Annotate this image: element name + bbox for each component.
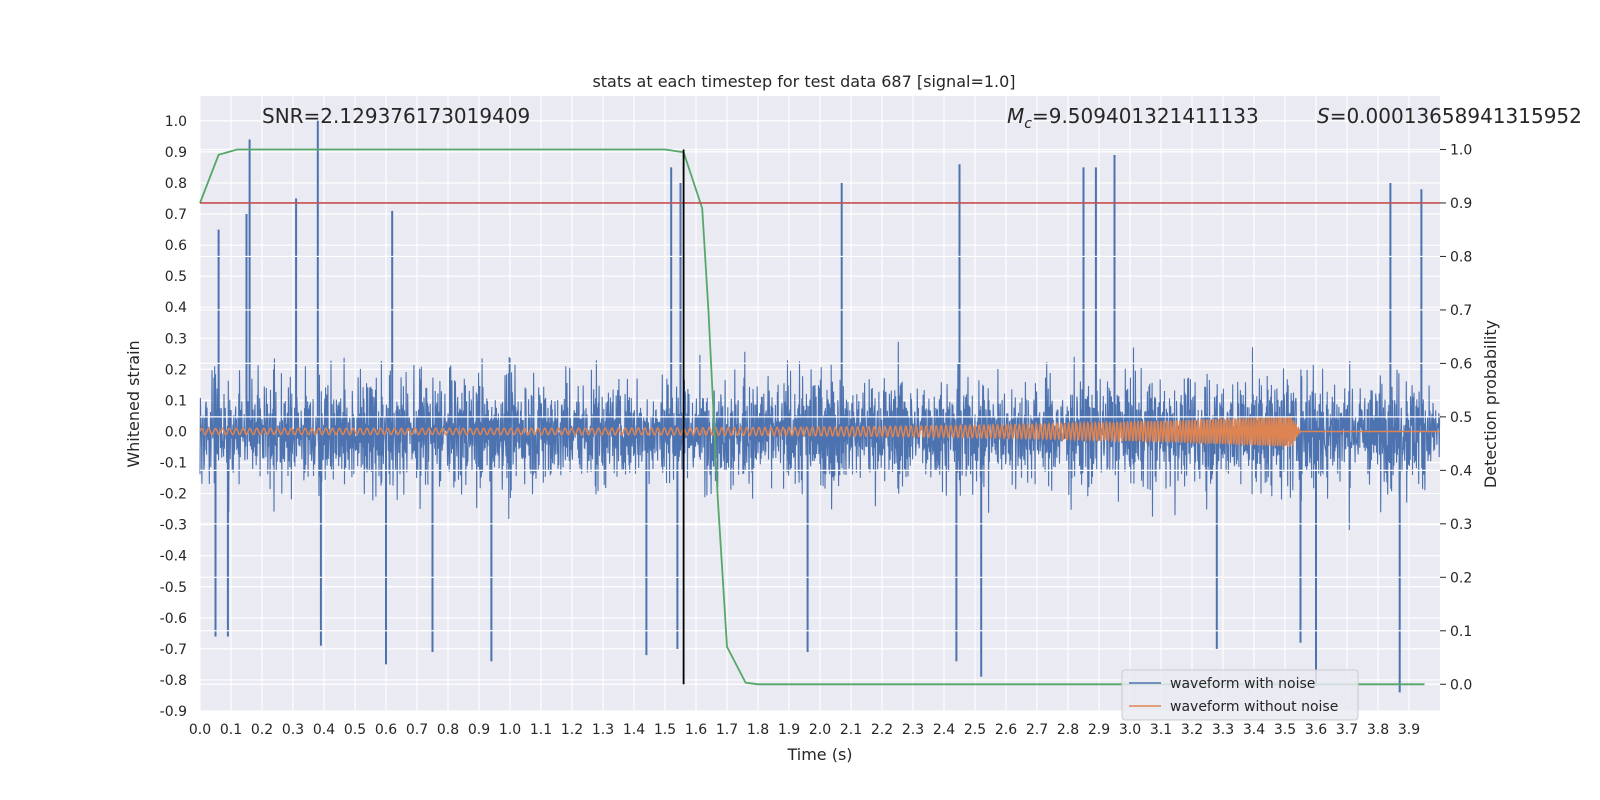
- x-tick-label: 2.2: [871, 722, 893, 738]
- y2-tick-label: 0.7: [1450, 303, 1472, 319]
- y-tick-label: 1.0: [165, 114, 187, 130]
- chirp-mass-symbol: M: [1007, 104, 1024, 128]
- snr-annotation: SNR=2.129376173019409: [262, 104, 530, 128]
- y-tick-label: -0.4: [160, 549, 187, 565]
- series-detection-probability: [199, 148, 1425, 686]
- y-tick-label: 0.4: [165, 300, 187, 316]
- legend-label-clean: waveform without noise: [1170, 699, 1338, 715]
- y-tick-label: -0.1: [160, 456, 187, 472]
- chirp-mass-value: =9.509401321411133: [1032, 104, 1259, 128]
- x-tick-label: 2.4: [933, 722, 955, 738]
- y2-tick-label: 0.6: [1450, 356, 1472, 372]
- x-tick-label: 0.2: [251, 722, 273, 738]
- y-axis-ticks: -0.9 -0.8 -0.7 -0.6 -0.5 -0.4 -0.3 -0.2 -0.1 0.0 0…: [160, 114, 187, 720]
- y-tick-label: 0.5: [165, 269, 187, 285]
- x-tick-label: 2.9: [1088, 722, 1110, 738]
- y-tick-label: 0.9: [165, 145, 187, 161]
- x-tick-label: 0.8: [437, 722, 459, 738]
- x-tick-label: 1.9: [778, 722, 800, 738]
- y2-tick-label: 0.8: [1450, 249, 1472, 265]
- x-tick-label: 3.6: [1305, 722, 1327, 738]
- x-tick-label: 1.5: [654, 722, 676, 738]
- x-tick-label: 0.1: [220, 722, 242, 738]
- y2-axis-ticks: 0.0 0.1 0.2 0.3 0.4 0.5 0.6 0.7 0.8 0.9 1.0: [1440, 142, 1472, 693]
- y-tick-label: 0.2: [165, 362, 187, 378]
- x-tick-label: 0.7: [406, 722, 428, 738]
- s-value: =0.00013658941315952: [1330, 104, 1582, 128]
- y-axis-label: Whitened strain: [124, 340, 143, 467]
- y-tick-label: 0.3: [165, 331, 187, 347]
- x-tick-label: 1.4: [623, 722, 645, 738]
- x-tick-label: 2.3: [902, 722, 924, 738]
- y-tick-label: 0.7: [165, 207, 187, 223]
- y2-tick-label: 0.2: [1450, 570, 1472, 586]
- x-tick-label: 3.2: [1181, 722, 1203, 738]
- y2-tick-label: 1.0: [1450, 142, 1472, 158]
- x-tick-label: 0.9: [468, 722, 490, 738]
- y-tick-label: 0.0: [165, 424, 187, 440]
- x-tick-label: 0.6: [375, 722, 397, 738]
- x-tick-label: 3.4: [1243, 722, 1265, 738]
- s-symbol: S: [1317, 104, 1330, 128]
- series-waveform-without-noise: [199, 415, 1440, 449]
- x-tick-label: 1.6: [685, 722, 707, 738]
- probability-trace: [199, 148, 1425, 686]
- x-tick-label: 0.5: [344, 722, 366, 738]
- y2-tick-label: 0.0: [1450, 677, 1472, 693]
- y-tick-label: -0.8: [160, 673, 187, 689]
- x-axis-label: Time (s): [786, 745, 852, 764]
- noise-extremes: [214, 120, 1423, 693]
- y-tick-label: -0.5: [160, 580, 187, 596]
- x-tick-label: 3.7: [1336, 722, 1358, 738]
- x-tick-label: 2.5: [964, 722, 986, 738]
- x-tick-label: 1.2: [561, 722, 583, 738]
- y-tick-label: -0.3: [160, 518, 187, 534]
- y-tick-label: 0.6: [165, 238, 187, 254]
- x-tick-label: 1.0: [499, 722, 521, 738]
- y2-tick-label: 0.9: [1450, 196, 1472, 212]
- x-tick-label: 1.7: [716, 722, 738, 738]
- y-tick-label: -0.7: [160, 642, 187, 658]
- y2-axis-label: Detection probability: [1481, 320, 1500, 488]
- x-tick-label: 2.6: [995, 722, 1017, 738]
- x-tick-label: 1.1: [530, 722, 552, 738]
- chirp-mass-subscript: c: [1024, 116, 1032, 132]
- x-tick-label: 3.1: [1150, 722, 1172, 738]
- x-tick-label: 0.4: [313, 722, 335, 738]
- x-tick-label: 0.3: [282, 722, 304, 738]
- y-tick-label: -0.6: [160, 611, 187, 627]
- x-tick-label: 3.8: [1367, 722, 1389, 738]
- chart-title: stats at each timestep for test data 687…: [592, 72, 1015, 91]
- x-tick-label: 2.7: [1026, 722, 1048, 738]
- y-tick-label: 0.1: [165, 393, 187, 409]
- x-tick-label: 2.0: [809, 722, 831, 738]
- x-tick-label: 1.3: [592, 722, 614, 738]
- y2-tick-label: 0.1: [1450, 624, 1472, 640]
- legend: waveform with noise waveform without noi…: [1121, 669, 1359, 721]
- x-tick-label: 3.5: [1274, 722, 1296, 738]
- y2-tick-label: 0.5: [1450, 410, 1472, 426]
- x-tick-label: 2.1: [840, 722, 862, 738]
- x-tick-label: 3.3: [1212, 722, 1234, 738]
- x-tick-label: 1.8: [747, 722, 769, 738]
- legend-box: [1121, 669, 1359, 721]
- s-annotation: S=0.00013658941315952: [1317, 104, 1582, 128]
- legend-label-noise: waveform with noise: [1170, 676, 1315, 692]
- y-tick-label: 0.8: [165, 176, 187, 192]
- x-axis-ticks: 0.0 0.1 0.2 0.3 0.4 0.5 0.6 0.7 0.8 0.9 1.0 1.1 1.2 1…: [189, 722, 1420, 738]
- y2-tick-label: 0.4: [1450, 463, 1472, 479]
- x-tick-label: 3.0: [1119, 722, 1141, 738]
- y2-tick-label: 0.3: [1450, 517, 1472, 533]
- right-axis-grid-lines: [200, 148, 1440, 685]
- x-tick-label: 0.0: [189, 722, 211, 738]
- x-tick-label: 2.8: [1057, 722, 1079, 738]
- y-tick-label: -0.2: [160, 487, 187, 503]
- chirp-mass-annotation: Mc=9.509401321411133: [1007, 104, 1259, 132]
- chirp-trace: [199, 415, 1440, 449]
- y-tick-label: -0.9: [160, 704, 187, 720]
- x-tick-label: 3.9: [1398, 722, 1420, 738]
- plot-area: [199, 96, 1441, 712]
